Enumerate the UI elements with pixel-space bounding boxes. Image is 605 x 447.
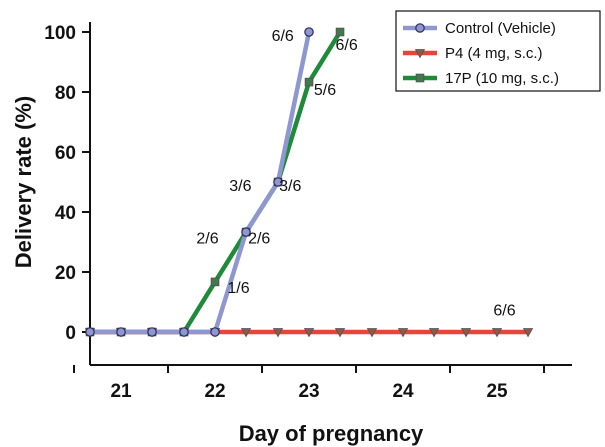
data-point — [366, 328, 378, 338]
y-tick-label: 80 — [55, 83, 76, 104]
y-tick-label: 0 — [65, 323, 76, 344]
x-tick-label: 21 — [110, 381, 132, 402]
series-line — [90, 30, 342, 335]
legend: Control (Vehicle) P4 (4 mg, s.c.) 17P (10 … — [395, 10, 601, 92]
y-axis-title: Delivery rate (%) — [11, 96, 36, 268]
data-point — [522, 328, 534, 338]
data-point — [335, 27, 345, 37]
series-line — [90, 31, 312, 335]
data-point — [304, 77, 314, 87]
legend-label: Control (Vehicle) — [445, 20, 556, 37]
data-point — [491, 328, 503, 338]
data-point — [428, 328, 440, 338]
axes: 0 20 40 60 80 100 21 22 23 24 25 — [44, 22, 572, 402]
data-label: 2/6 — [248, 231, 270, 248]
y-tick-label: 40 — [55, 203, 76, 224]
legend-label: P4 (4 mg, s.c.) — [445, 45, 543, 62]
data-label: 6/6 — [493, 303, 515, 320]
y-tick-label: 20 — [55, 263, 76, 284]
data-point — [210, 327, 220, 337]
data-point — [303, 328, 315, 338]
x-tick-label: 25 — [486, 381, 508, 402]
data-point — [240, 328, 252, 338]
data-point — [272, 328, 284, 338]
y-tick-label: 100 — [44, 23, 76, 44]
series-lines — [84, 27, 534, 338]
data-point — [147, 327, 157, 337]
data-label: 3/6 — [229, 178, 251, 195]
x-tick-label: 23 — [298, 381, 319, 402]
data-point — [415, 73, 425, 83]
data-label: 6/6 — [335, 37, 357, 54]
data-point — [179, 327, 189, 337]
data-label: 5/6 — [314, 82, 336, 99]
data-point — [334, 328, 346, 338]
y-tick-label: 60 — [55, 143, 76, 164]
data-label: 6/6 — [272, 28, 294, 45]
annotations: 6/6 6/6 5/6 3/6 3/6 2/6 2/6 1/6 6/6 — [196, 28, 515, 320]
data-point — [241, 227, 251, 237]
data-point — [397, 328, 409, 338]
data-point — [304, 27, 314, 37]
x-tick-label: 22 — [204, 381, 225, 402]
x-axis-title: Day of pregnancy — [239, 421, 424, 446]
data-point — [460, 328, 472, 338]
data-point — [414, 49, 426, 59]
legend-label: 17P (10 mg, s.c.) — [445, 70, 559, 87]
data-point — [210, 277, 220, 287]
data-label: 2/6 — [196, 231, 218, 248]
data-point — [85, 327, 95, 337]
data-label: 3/6 — [279, 178, 301, 195]
data-point — [415, 23, 425, 33]
data-point — [116, 327, 126, 337]
x-tick-label: 24 — [392, 381, 414, 402]
data-label: 1/6 — [227, 280, 249, 297]
data-point — [273, 177, 283, 187]
